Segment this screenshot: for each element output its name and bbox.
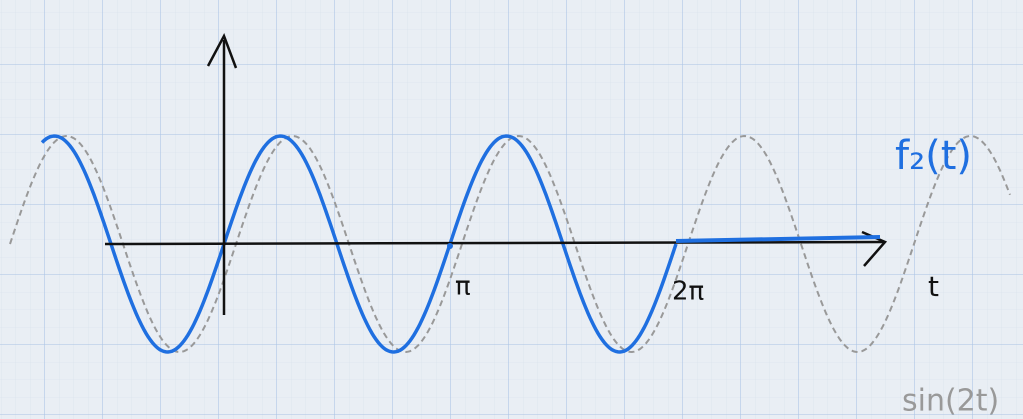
curve-label: f₂(t): [895, 133, 972, 179]
pi-point: [447, 243, 453, 249]
page: f₂(t) π 2π t sin(2t) (() => { const data…: [0, 0, 1023, 419]
reference-label: sin(2t): [902, 384, 999, 419]
two-pi-label: 2π: [672, 277, 704, 307]
axis-label: t: [928, 270, 939, 303]
sketch: f₂(t) π 2π t sin(2t): [0, 0, 1023, 419]
graph-paper: [0, 0, 1023, 419]
pi-label: π: [455, 272, 471, 302]
